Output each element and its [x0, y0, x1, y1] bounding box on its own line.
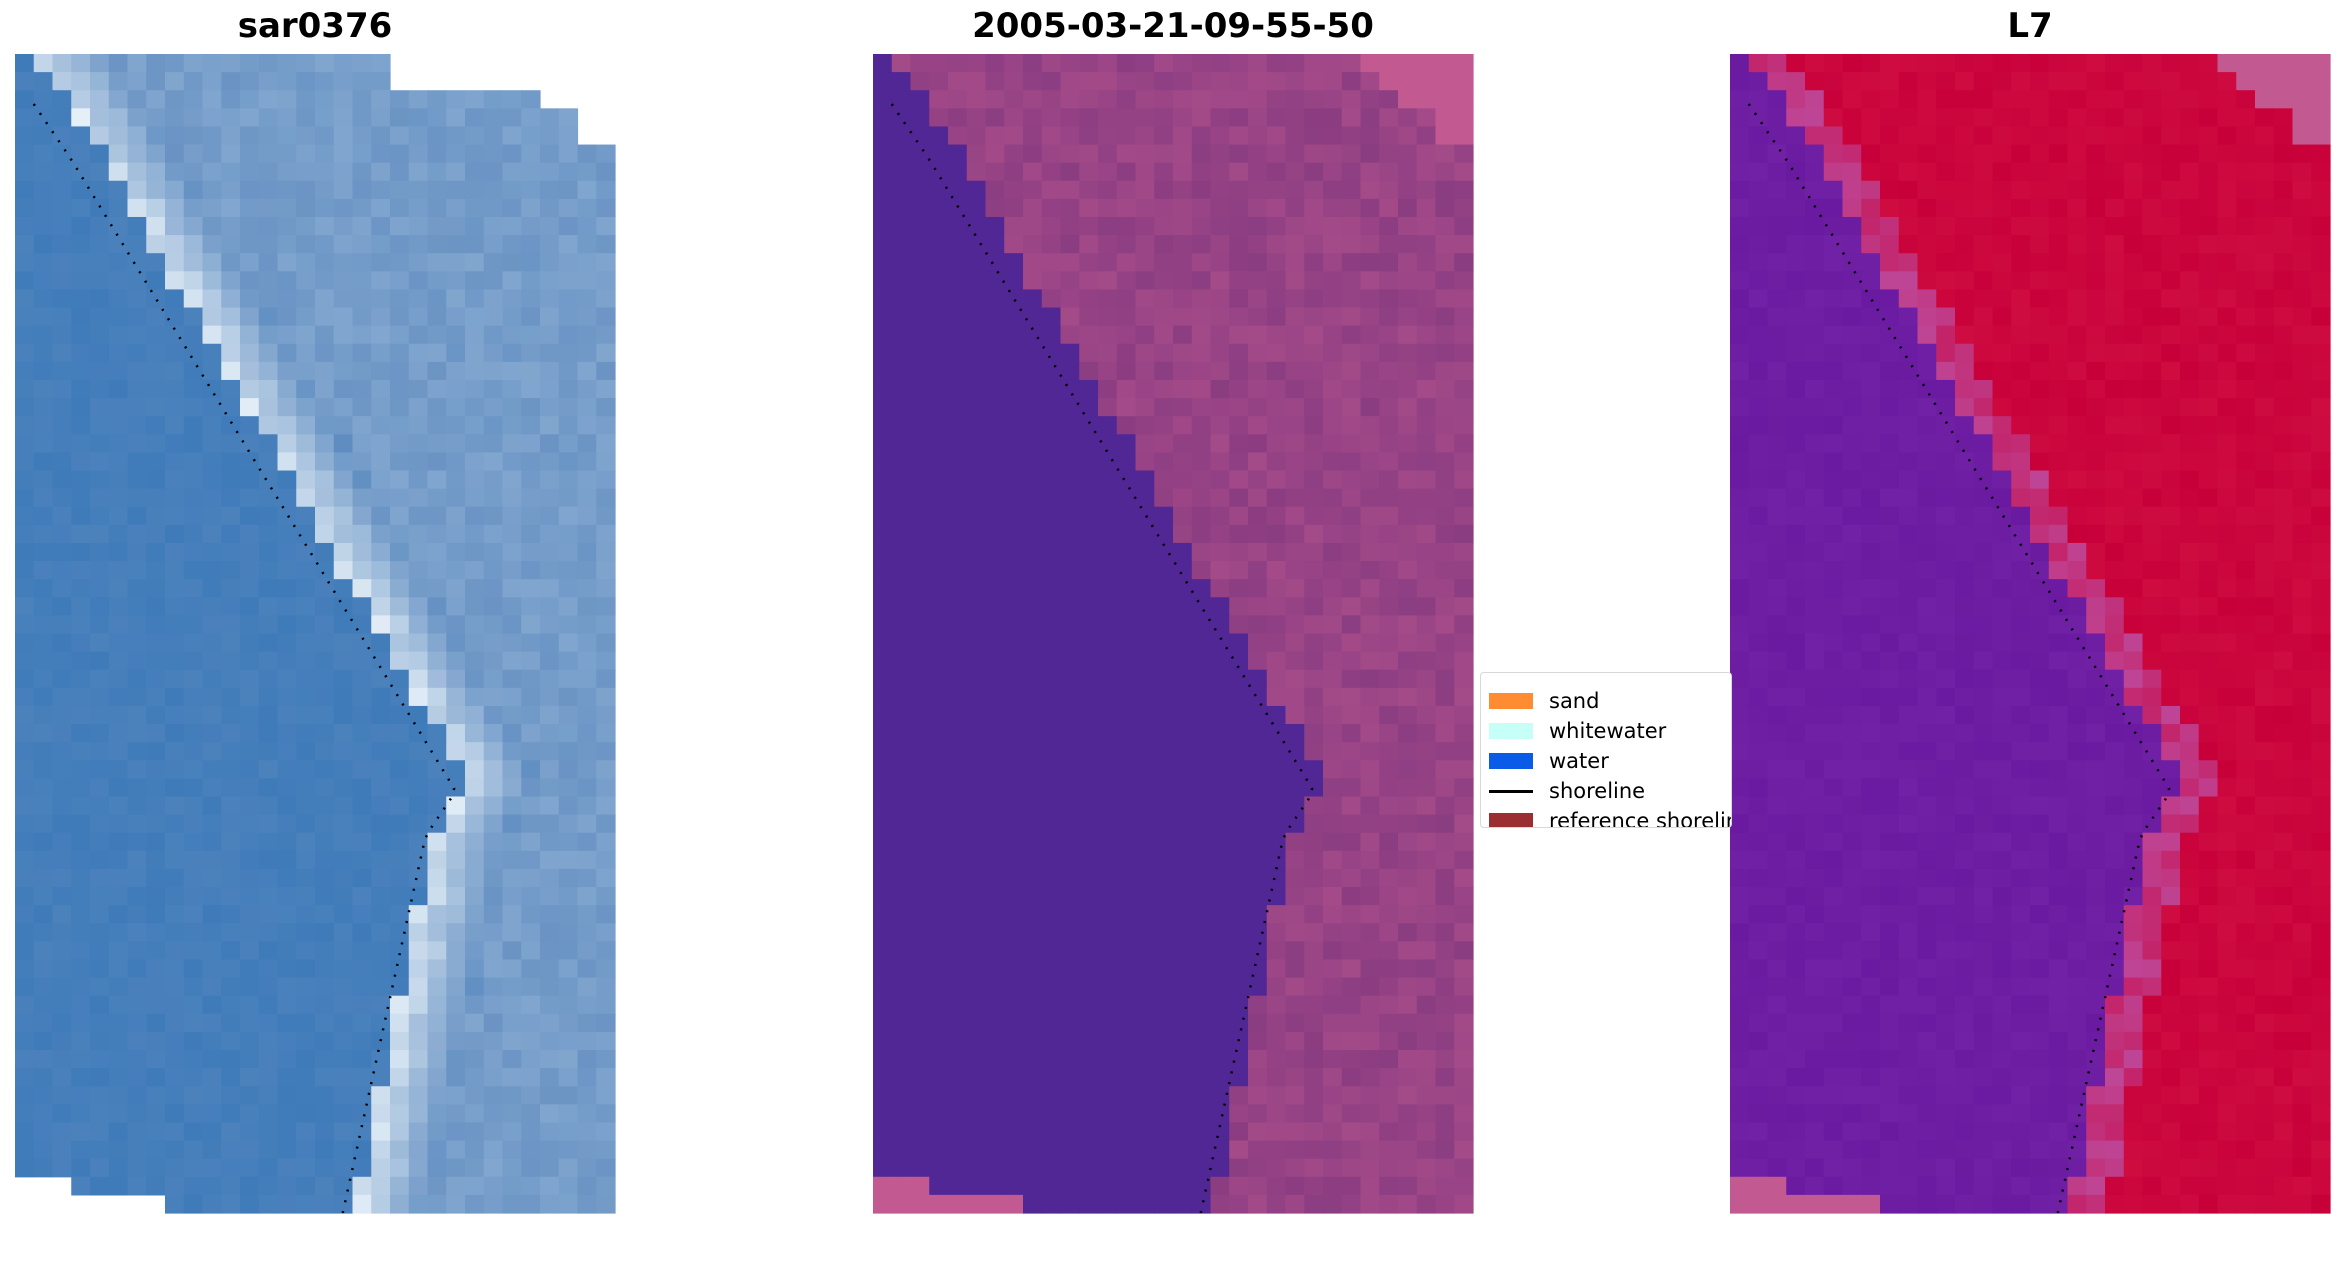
- legend-swatch-water: [1489, 753, 1533, 769]
- legend-item-water: water: [1489, 747, 1609, 775]
- panel-title-rgb: sar0376: [237, 6, 393, 46]
- legend-label-whitewater: whitewater: [1549, 719, 1667, 743]
- legend-item-shoreline: shoreline: [1489, 777, 1645, 805]
- legend-item-sand: sand: [1489, 687, 1599, 715]
- panel-title-mndwi: L7: [2007, 6, 2053, 46]
- legend-label-reference-shoreline: reference shoreline: [1549, 809, 1732, 828]
- legend-label-shoreline: shoreline: [1549, 779, 1646, 803]
- legend-label-sand: sand: [1549, 689, 1600, 713]
- pixel-grid-mndwi: [1730, 54, 2331, 1214]
- legend-swatch-whitewater: [1489, 723, 1533, 739]
- panel-title-classified: 2005-03-21-09-55-50: [972, 6, 1374, 46]
- legend-swatch-reference-shoreline: [1489, 813, 1533, 827]
- pixel-grid-rgb: [15, 54, 616, 1214]
- legend: sand whitewater water shoreline referenc…: [1480, 672, 1732, 828]
- legend-label-water: water: [1549, 749, 1609, 773]
- legend-item-reference-shoreline: reference shoreline: [1489, 807, 1732, 828]
- legend-swatch-sand: [1489, 693, 1533, 709]
- pixel-grid-classified: [873, 54, 1474, 1214]
- legend-line-shoreline: [1489, 789, 1533, 793]
- legend-item-whitewater: whitewater: [1489, 717, 1666, 745]
